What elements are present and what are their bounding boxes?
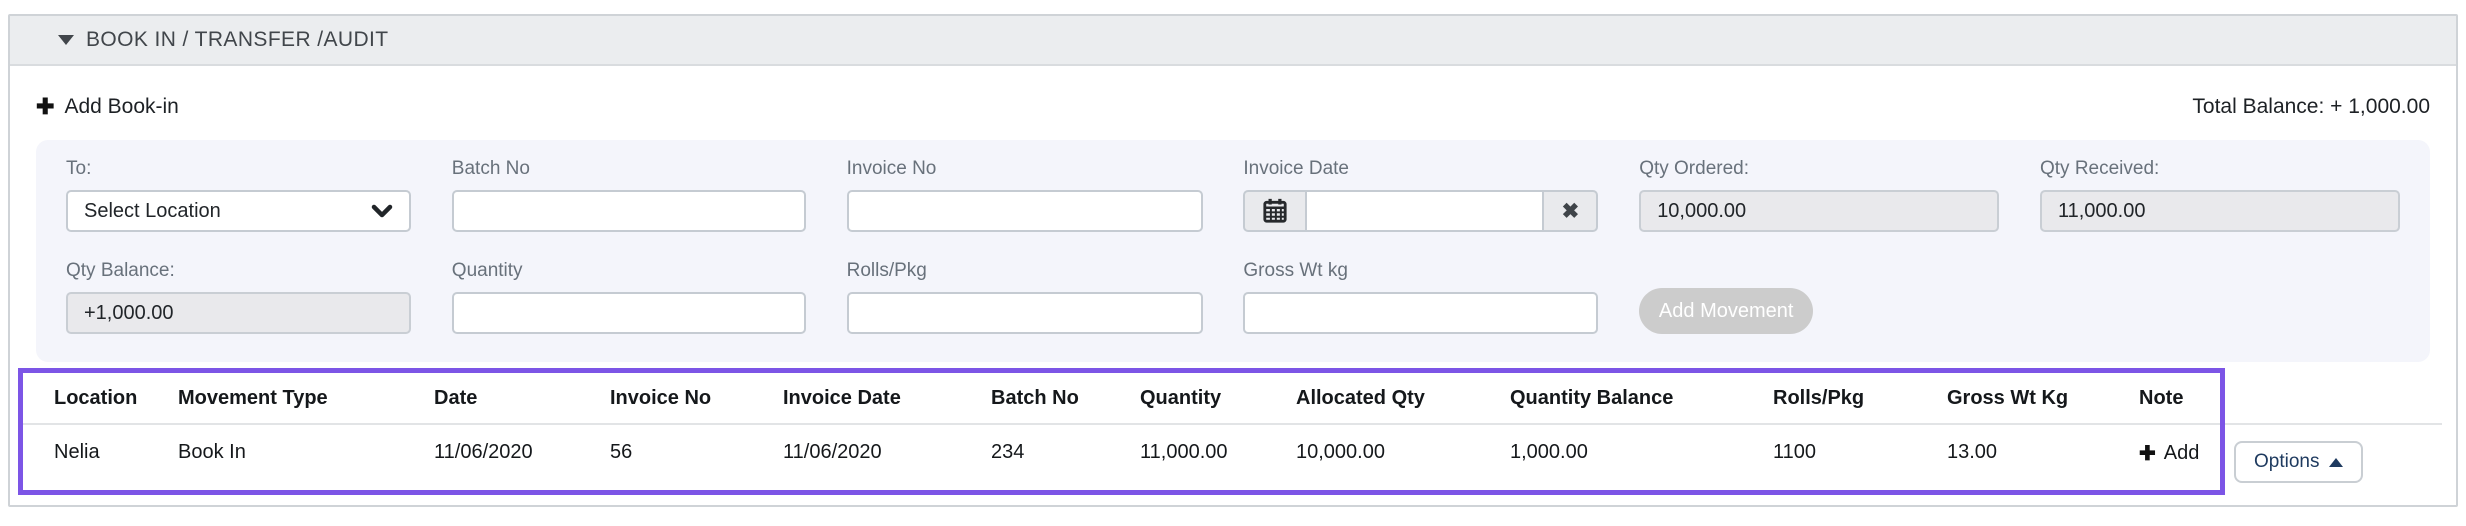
field-qty-balance: Qty Balance: [66, 260, 411, 334]
cell-invoice-no: 56 [610, 441, 633, 463]
field-gross-wt: Gross Wt kg [1243, 260, 1599, 334]
cell-allocated-qty: 10,000.00 [1296, 441, 1385, 463]
chevron-down-icon [371, 204, 393, 218]
cell-batch-no: 234 [991, 441, 1025, 463]
total-balance-text: Total Balance: + 1,000.00 [2192, 95, 2430, 118]
col-quantity: Quantity [1140, 372, 1296, 425]
field-invoice-no: Invoice No [846, 158, 1203, 232]
plus-icon: ✚ [36, 94, 55, 119]
invoice-date-input[interactable] [1307, 190, 1543, 232]
qty-balance-label: Qty Balance: [66, 260, 175, 281]
qty-received-input [2039, 190, 2400, 232]
cell-note: ✚ Add [2139, 424, 2234, 509]
invoice-date-label: Invoice Date [1243, 158, 1350, 179]
col-rolls-pkg: Rolls/Pkg [1773, 372, 1947, 425]
batch-no-label: Batch No [451, 158, 530, 179]
note-add-label: Add [2163, 442, 2200, 464]
qty-ordered-input [1639, 190, 2000, 232]
col-date: Date [434, 372, 610, 425]
field-quantity: Quantity [451, 260, 806, 334]
panel-title: BOOK IN / TRANSFER /AUDIT [86, 28, 389, 51]
col-batch-no: Batch No [991, 372, 1140, 425]
col-invoice-no: Invoice No [610, 372, 783, 425]
col-movement-type: Movement Type [178, 372, 434, 425]
table-row: Nelia Book In 11/06/2020 56 11/06/2020 2… [20, 424, 2442, 509]
movement-form: To: Select Location Batch No Invoice No … [36, 140, 2430, 362]
col-invoice-date: Invoice Date [783, 372, 991, 425]
col-actions [2234, 372, 2442, 425]
add-bookin-button[interactable]: ✚ Add Book-in [36, 94, 179, 120]
cell-actions: Options [2234, 424, 2442, 509]
movements-table-zone: Location Movement Type Date Invoice No I… [10, 368, 2456, 509]
calendar-button[interactable] [1243, 190, 1308, 232]
batch-no-input[interactable] [451, 190, 806, 232]
gross-wt-input[interactable] [1243, 292, 1599, 334]
cell-gross-wt-kg: 13.00 [1947, 441, 1998, 463]
qty-received-label: Qty Received: [2039, 158, 2160, 179]
col-allocated-qty: Allocated Qty [1296, 372, 1510, 425]
form-spacer [2040, 260, 2400, 334]
cell-rolls-pkg: 1100 [1773, 441, 1817, 463]
panel-header-bar[interactable]: BOOK IN / TRANSFER /AUDIT [10, 16, 2456, 66]
movements-table: Location Movement Type Date Invoice No I… [20, 372, 2442, 509]
rolls-pkg-input[interactable] [846, 292, 1203, 334]
cell-invoice-date: 11/06/2020 [783, 441, 882, 463]
cell-quantity-balance: 1,000.00 [1510, 441, 1588, 463]
note-add-button[interactable]: ✚ Add [2139, 441, 2199, 466]
location-select[interactable]: Select Location [66, 190, 411, 232]
field-batch-no: Batch No [451, 158, 806, 232]
field-rolls-pkg: Rolls/Pkg [846, 260, 1203, 334]
clear-date-button[interactable]: ✖ [1542, 190, 1599, 232]
qty-balance-input [66, 292, 411, 334]
col-quantity-balance: Quantity Balance [1510, 372, 1773, 425]
cell-date: 11/06/2020 [434, 441, 533, 463]
field-qty-received: Qty Received: [2039, 158, 2400, 232]
field-to: To: Select Location [66, 158, 411, 232]
cell-movement-type: Book In [178, 441, 246, 463]
caret-up-icon [2329, 457, 2344, 467]
plus-icon: ✚ [2139, 443, 2156, 465]
cell-quantity: 11,000.00 [1140, 441, 1228, 463]
to-label: To: [66, 158, 92, 179]
location-select-value: Select Location [84, 199, 221, 222]
add-bookin-label: Add Book-in [64, 95, 179, 118]
cell-location: Nelia [54, 441, 100, 463]
quantity-label: Quantity [451, 260, 523, 281]
toolbar: ✚ Add Book-in Total Balance: + 1,000.00 [36, 94, 2430, 120]
invoice-no-label: Invoice No [846, 158, 937, 179]
table-header-row: Location Movement Type Date Invoice No I… [20, 372, 2442, 425]
col-note: Note [2139, 372, 2234, 425]
gross-wt-label: Gross Wt kg [1243, 260, 1348, 281]
invoice-no-input[interactable] [846, 190, 1203, 232]
field-invoice-date: Invoice Date [1243, 158, 1599, 232]
field-qty-ordered: Qty Ordered: [1639, 158, 2000, 232]
options-button-label: Options [2254, 451, 2320, 472]
calendar-icon [1263, 198, 1287, 223]
col-gross-wt-kg: Gross Wt Kg [1947, 372, 2139, 425]
bookin-card: BOOK IN / TRANSFER /AUDIT ✚ Add Book-in … [8, 14, 2458, 507]
options-button[interactable]: Options [2234, 441, 2364, 483]
caret-down-icon [58, 35, 74, 45]
add-movement-button[interactable]: Add Movement [1639, 288, 1814, 334]
col-location: Location [20, 372, 178, 425]
qty-ordered-label: Qty Ordered: [1639, 158, 1750, 179]
rolls-pkg-label: Rolls/Pkg [846, 260, 927, 281]
x-icon: ✖ [1561, 199, 1580, 223]
quantity-input[interactable] [451, 292, 806, 334]
invoice-date-group: ✖ [1243, 190, 1599, 232]
